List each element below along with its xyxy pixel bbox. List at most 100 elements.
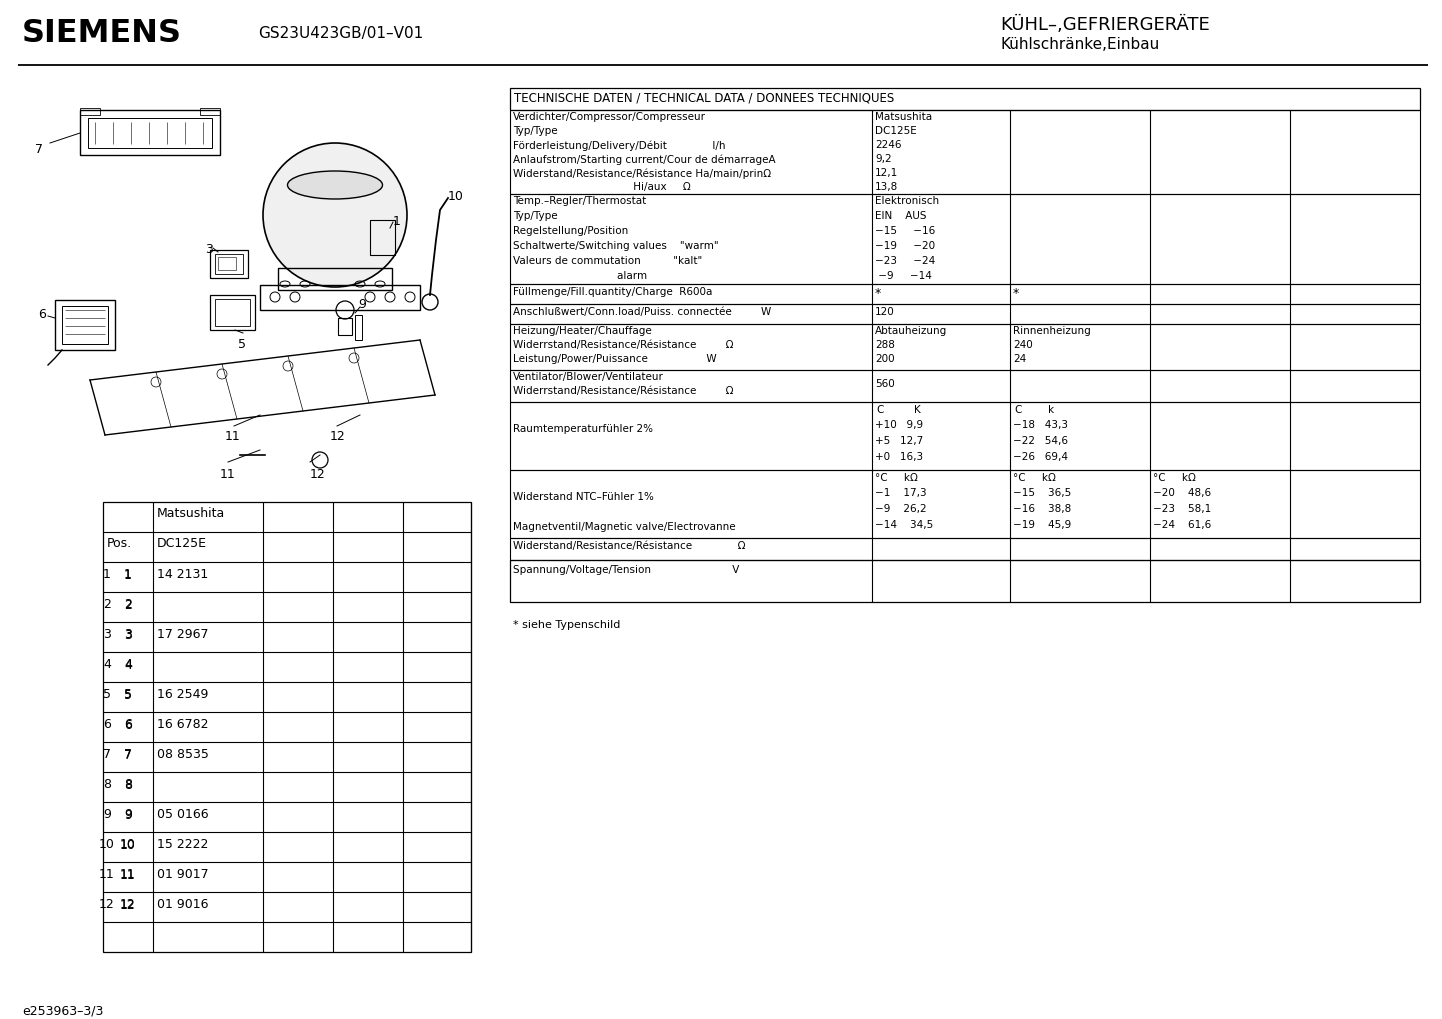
Text: Widerrstand/Resistance/Résistance         Ω: Widerrstand/Resistance/Résistance Ω — [513, 386, 734, 396]
Text: Regelstellung/Position: Regelstellung/Position — [513, 226, 629, 236]
Bar — [510, 370, 1420, 403]
Text: °C     kΩ: °C kΩ — [1154, 473, 1195, 483]
Text: 01 9017: 01 9017 — [157, 868, 209, 881]
Text: Pos.: Pos. — [107, 537, 133, 550]
Text: 8: 8 — [102, 777, 111, 791]
Text: 9: 9 — [358, 298, 366, 311]
Text: Valeurs de commutation          "kalt": Valeurs de commutation "kalt" — [513, 256, 702, 266]
Bar — [211, 250, 248, 278]
Text: −23     −24: −23 −24 — [875, 256, 936, 266]
Bar — [79, 110, 221, 155]
Text: k: k — [1048, 405, 1054, 415]
Text: Spannung/Voltage/Tension                         V: Spannung/Voltage/Tension V — [513, 565, 740, 575]
Text: 4: 4 — [124, 658, 131, 671]
Bar — [510, 110, 1420, 194]
Bar — [79, 108, 99, 115]
Bar — [510, 194, 1420, 284]
Text: 16 2549: 16 2549 — [157, 688, 209, 701]
Text: Heizung/Heater/Chauffage: Heizung/Heater/Chauffage — [513, 326, 652, 336]
Bar — [215, 254, 244, 274]
Text: Schaltwerte/Switching values    "warm": Schaltwerte/Switching values "warm" — [513, 242, 718, 251]
Text: EIN    AUS: EIN AUS — [875, 211, 927, 221]
Text: 3: 3 — [124, 629, 131, 642]
Bar — [62, 306, 108, 344]
Bar — [278, 268, 392, 290]
Text: 10: 10 — [120, 839, 136, 852]
Text: 7: 7 — [124, 748, 133, 761]
Text: Ventilator/Blower/Ventilateur: Ventilator/Blower/Ventilateur — [513, 372, 663, 382]
Bar — [355, 315, 362, 340]
Bar — [215, 299, 249, 326]
Text: 8: 8 — [124, 779, 133, 792]
Bar — [510, 560, 1420, 602]
Text: 12,1: 12,1 — [875, 168, 898, 178]
Text: 1: 1 — [102, 568, 111, 581]
Text: 5: 5 — [238, 338, 247, 351]
Text: 3: 3 — [102, 628, 111, 641]
Text: TECHNISCHE DATEN / TECHNICAL DATA / DONNEES TECHNIQUES: TECHNISCHE DATEN / TECHNICAL DATA / DONN… — [513, 91, 894, 104]
Text: Hi/aux     Ω: Hi/aux Ω — [513, 182, 691, 192]
Text: 5: 5 — [124, 688, 133, 701]
Text: Leistung/Power/Puissance                  W: Leistung/Power/Puissance W — [513, 354, 717, 364]
Circle shape — [262, 143, 407, 287]
Bar — [200, 108, 221, 115]
Bar — [510, 538, 1420, 560]
Text: −15     −16: −15 −16 — [875, 226, 936, 236]
Text: 10: 10 — [448, 190, 464, 203]
Text: Verdichter/Compressor/Compresseur: Verdichter/Compressor/Compresseur — [513, 112, 707, 122]
Text: Magnetventil/Magnetic valve/Electrovanne: Magnetventil/Magnetic valve/Electrovanne — [513, 522, 735, 532]
Text: 5: 5 — [102, 688, 111, 701]
Text: −19     −20: −19 −20 — [875, 242, 934, 251]
Bar — [510, 470, 1420, 538]
Text: −22   54,6: −22 54,6 — [1012, 436, 1069, 446]
Text: −9     −14: −9 −14 — [875, 271, 932, 281]
Text: Raumtemperaturfühler 2%: Raumtemperaturfühler 2% — [513, 424, 653, 434]
Text: −20    48,6: −20 48,6 — [1154, 488, 1211, 498]
Text: −1    17,3: −1 17,3 — [875, 488, 927, 498]
Text: Widerstand/Resistance/Résistance              Ω: Widerstand/Resistance/Résistance Ω — [513, 541, 746, 551]
Text: +5   12,7: +5 12,7 — [875, 436, 923, 446]
Text: 4: 4 — [102, 658, 111, 671]
Text: 11: 11 — [99, 868, 115, 881]
Text: 9: 9 — [124, 809, 131, 822]
Text: 6: 6 — [124, 718, 131, 731]
Bar — [211, 294, 255, 330]
Text: −23    58,1: −23 58,1 — [1154, 504, 1211, 514]
Bar — [260, 285, 420, 310]
Text: 16 6782: 16 6782 — [157, 718, 209, 731]
Text: 200: 200 — [875, 354, 894, 364]
Text: 2246: 2246 — [875, 140, 901, 150]
Text: 2: 2 — [124, 599, 131, 612]
Text: −9    26,2: −9 26,2 — [875, 504, 927, 514]
Text: C: C — [1014, 405, 1021, 415]
Bar — [510, 304, 1420, 324]
Text: Anschlußwert/Conn.load/Puiss. connectée         W: Anschlußwert/Conn.load/Puiss. connectée … — [513, 307, 771, 317]
Text: 7: 7 — [124, 749, 133, 762]
Text: alarm: alarm — [513, 271, 647, 281]
Text: +0   16,3: +0 16,3 — [875, 452, 923, 462]
Text: 288: 288 — [875, 340, 895, 350]
Text: 2: 2 — [102, 598, 111, 611]
Text: 7: 7 — [35, 143, 43, 156]
Text: * siehe Typenschild: * siehe Typenschild — [513, 620, 620, 630]
Text: 08 8535: 08 8535 — [157, 748, 209, 761]
Text: 2: 2 — [124, 598, 131, 611]
Text: SIEMENS: SIEMENS — [22, 18, 182, 49]
Ellipse shape — [287, 171, 382, 199]
Text: 9: 9 — [124, 808, 131, 821]
Text: Anlaufstrom/Starting current/Cour de démarrageA: Anlaufstrom/Starting current/Cour de dém… — [513, 154, 776, 164]
Text: DC125E: DC125E — [157, 537, 208, 550]
Text: −16    38,8: −16 38,8 — [1012, 504, 1071, 514]
Text: 6: 6 — [124, 719, 131, 732]
Text: 12: 12 — [120, 898, 136, 911]
Text: KÜHL–,GEFRIERGERÄTE: KÜHL–,GEFRIERGERÄTE — [999, 16, 1210, 34]
Text: *: * — [875, 287, 881, 300]
Text: −18   43,3: −18 43,3 — [1012, 420, 1069, 430]
Text: 8: 8 — [124, 777, 133, 791]
Text: 12: 12 — [330, 430, 346, 443]
Text: Füllmenge/Fill.quantity/Charge  R600a: Füllmenge/Fill.quantity/Charge R600a — [513, 287, 712, 297]
Text: 11: 11 — [221, 468, 235, 481]
Text: −19    45,9: −19 45,9 — [1012, 520, 1071, 530]
Text: 120: 120 — [875, 307, 894, 317]
Text: 24: 24 — [1012, 354, 1027, 364]
